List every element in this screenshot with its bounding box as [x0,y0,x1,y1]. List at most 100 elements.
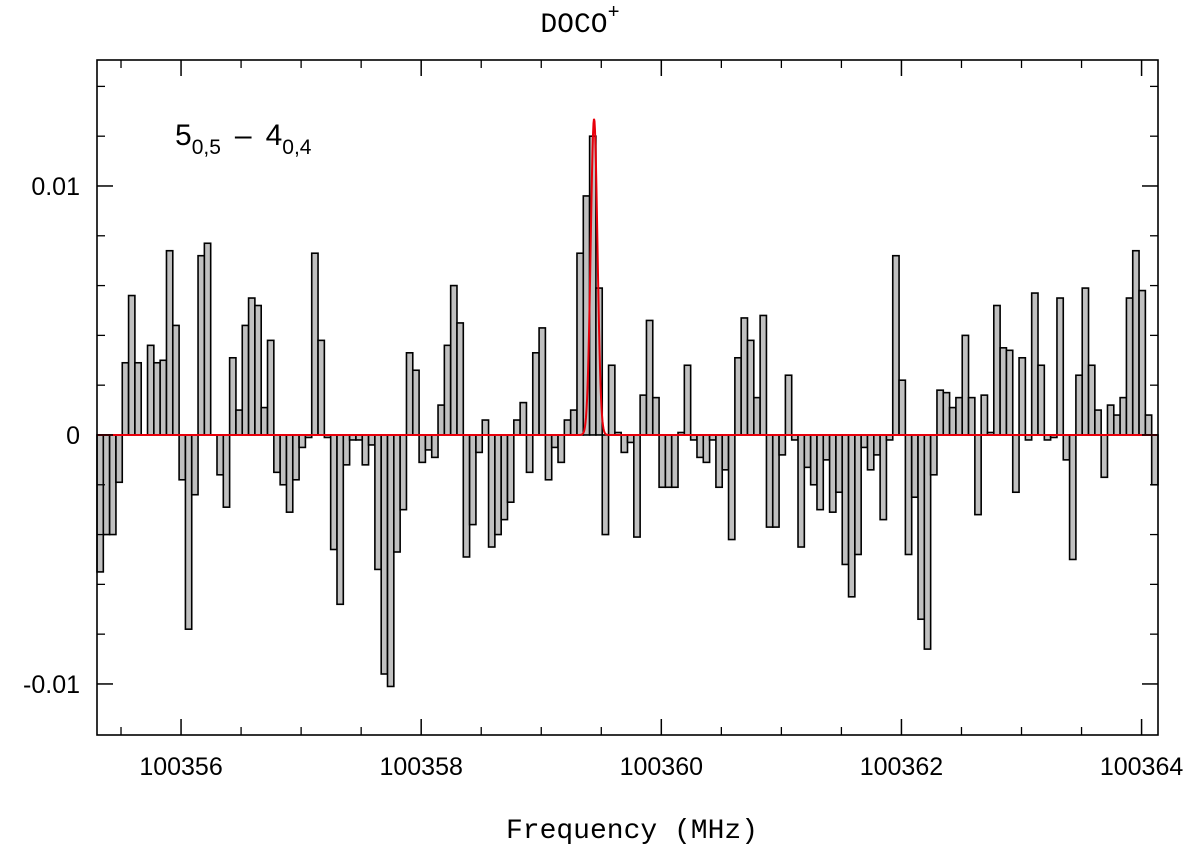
bar [203,242,212,436]
bar [563,419,572,436]
bar [361,434,370,466]
bar [651,396,660,436]
bar [929,434,938,476]
bar [816,434,825,511]
bar [336,434,345,606]
bar [1030,292,1039,436]
bar [487,434,496,548]
bar [974,434,982,516]
chart-title: DOCO+ [540,2,619,41]
bar [664,434,673,489]
bar [904,434,913,556]
plot-area [96,118,1159,688]
bar [1068,434,1077,561]
bar [753,396,761,436]
bar [702,434,711,464]
x-tick-label: 100356 [139,753,222,781]
bar [519,401,528,436]
bar [696,434,705,459]
bar [1131,249,1140,436]
annotation-part: 5 [175,119,192,152]
bar [835,434,844,494]
bar [197,254,206,436]
bar [266,339,275,436]
bar [153,361,161,436]
bar [601,434,610,536]
bar [670,434,679,489]
bar [658,434,667,489]
bar [380,434,389,675]
bar [1011,434,1020,494]
bar [866,434,875,471]
bar [1062,434,1071,461]
bar [992,304,1001,436]
bar [822,434,831,461]
bar [1119,396,1128,436]
annotation-part: 4 [266,119,283,152]
bar [797,434,806,548]
bar [481,419,490,436]
bar [121,361,130,436]
bar [740,317,749,436]
bar [279,434,288,486]
bar [1100,434,1109,479]
bar [531,352,540,436]
bar [854,434,862,556]
bar [494,434,502,536]
bar [310,252,319,436]
bar [500,434,509,521]
bar [513,419,521,436]
bar [544,434,553,481]
bar [235,409,244,436]
bar [1056,297,1065,436]
bar [108,434,117,536]
bar [715,434,724,489]
bar [525,434,534,474]
bar [1018,356,1027,436]
bar [159,359,168,436]
bar [645,319,654,436]
bar [456,322,465,436]
bar [967,396,976,436]
x-tick-label: 100364 [1100,753,1184,781]
bar [999,347,1008,436]
bar [247,297,256,436]
bar [115,434,124,484]
title-text: DOCO [540,10,607,41]
bar [620,434,629,454]
annotation-sub: 0,5 [192,136,221,159]
bar [980,394,989,436]
bar [626,434,635,444]
bar [942,391,951,436]
bar [393,434,401,553]
bar [576,252,585,436]
annotation-part: – [235,119,252,152]
bar [734,356,742,436]
bar [424,434,433,451]
bar [1081,287,1090,436]
bar [550,434,559,449]
bar [1144,414,1153,436]
bar [910,434,919,499]
x-tick-label: 100358 [379,753,462,781]
bar [860,434,869,449]
bar [683,364,692,436]
bar [1138,289,1147,436]
bar [1125,297,1134,436]
bar [879,434,888,521]
bar [639,394,648,436]
bar [317,339,326,436]
bar [443,344,452,436]
bar [841,434,850,566]
bar [241,324,250,436]
bar [803,434,812,469]
title-sup: + [608,2,620,25]
bar [184,434,193,630]
bar [538,327,547,436]
bar [437,404,446,436]
bar [765,434,774,528]
bar [165,249,174,436]
bar [891,254,900,436]
bar [828,434,837,513]
